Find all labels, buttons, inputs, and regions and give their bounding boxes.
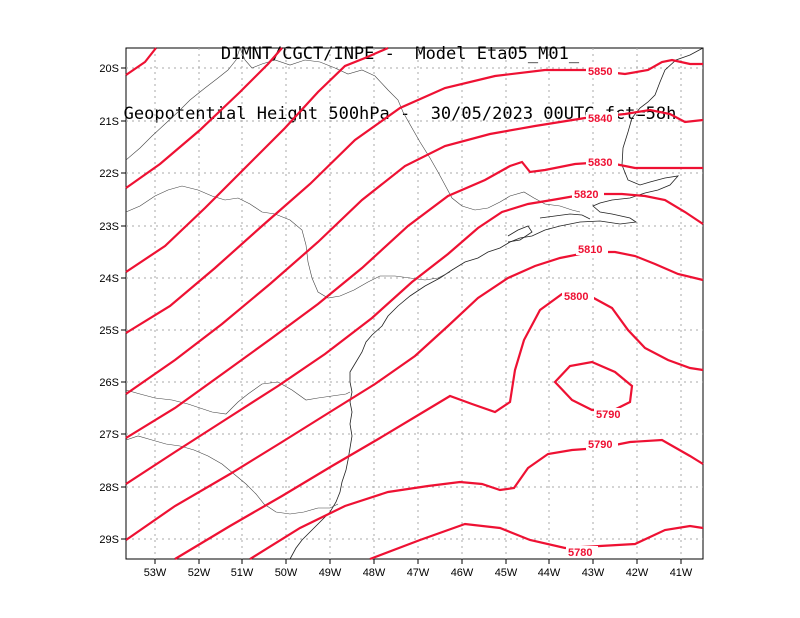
- contour-label: 5790: [596, 409, 620, 421]
- contour-label: 5800: [564, 291, 588, 303]
- contour-label: 5780: [568, 547, 592, 559]
- lon-tick-label: 53W: [144, 567, 167, 579]
- contour-line: [553, 360, 634, 412]
- lat-tick-label: 29S: [99, 534, 119, 546]
- lat-tick-label: 20S: [99, 63, 119, 75]
- lon-tick-label: 51W: [231, 567, 254, 579]
- lat-tick-label: 21S: [99, 116, 119, 128]
- lon-tick-label: 42W: [626, 567, 649, 579]
- contour-label: 5810: [578, 244, 602, 256]
- contour-line: [369, 522, 704, 561]
- contour-line: [125, 58, 703, 334]
- lon-tick-label: 43W: [582, 567, 605, 579]
- contour-line: [125, 192, 704, 485]
- lon-tick-label: 41W: [670, 567, 693, 579]
- lon-tick-label: 52W: [188, 567, 211, 579]
- contour-line: [174, 292, 704, 560]
- contour-line: [125, 160, 703, 439]
- state-borders: [125, 47, 581, 515]
- coastline: [289, 47, 704, 560]
- contour-line: [125, 47, 283, 189]
- contour-lines: [125, 46, 704, 561]
- contour-label: 5850: [588, 66, 612, 78]
- contour-label: 5820: [574, 189, 598, 201]
- lon-tick-label: 48W: [363, 567, 386, 579]
- lat-tick-label: 23S: [99, 221, 119, 233]
- grid-lines: [126, 48, 703, 559]
- lat-tick-label: 24S: [99, 273, 119, 285]
- contour-label: 5830: [588, 157, 612, 169]
- lon-tick-label: 45W: [495, 567, 518, 579]
- contour-line: [125, 108, 704, 395]
- contour-label: 5840: [588, 113, 612, 125]
- lat-tick-label: 25S: [99, 325, 119, 337]
- title-line-1: DIMNT/CGCT/INPE - Model Eta05_M01_: [220, 44, 580, 64]
- map-frame: [125, 47, 704, 560]
- lat-tick-label: 26S: [99, 377, 119, 389]
- lat-tick-label: 22S: [99, 168, 119, 180]
- contour-line: [249, 438, 704, 560]
- lat-tick-label: 28S: [99, 482, 119, 494]
- lon-tick-label: 49W: [319, 567, 342, 579]
- lon-tick-label: 47W: [407, 567, 430, 579]
- contour-label-backgrounds: [562, 65, 626, 558]
- contour-line: [125, 46, 389, 273]
- contour-label: 5790: [588, 439, 612, 451]
- tick-marks: [121, 67, 682, 564]
- lon-tick-label: 50W: [275, 567, 298, 579]
- lat-tick-label: 27S: [99, 429, 119, 441]
- lon-tick-label: 46W: [451, 567, 474, 579]
- contour-line: [125, 47, 157, 76]
- lon-tick-label: 44W: [538, 567, 561, 579]
- contour-line: [125, 250, 704, 541]
